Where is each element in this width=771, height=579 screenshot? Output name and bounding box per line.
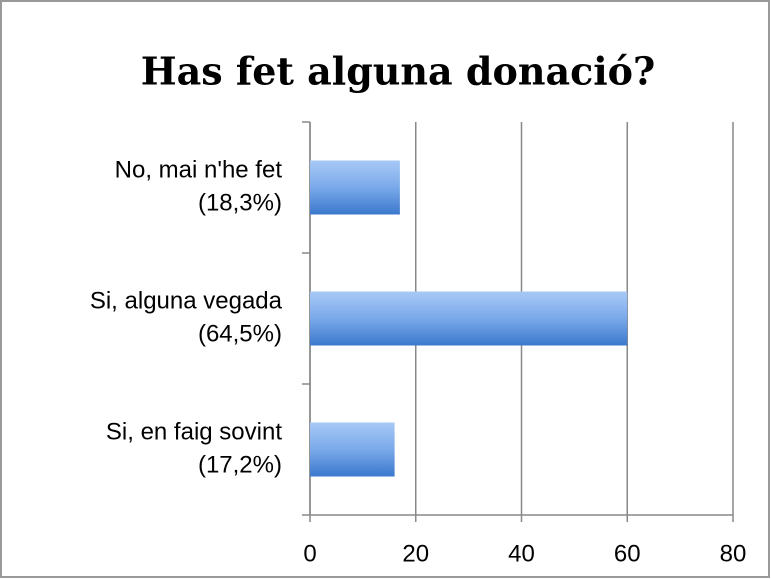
y-tick-label: Si, en faig sovint <box>106 418 282 445</box>
y-tick-label: (64,5%) <box>198 320 282 347</box>
y-tick-label: (18,3%) <box>198 189 282 216</box>
y-tick-label: Si, alguna vegada <box>90 287 283 314</box>
x-tick-label: 0 <box>303 540 316 567</box>
bar <box>310 422 395 477</box>
bar <box>310 291 628 346</box>
x-tick-label: 80 <box>720 540 747 567</box>
bar <box>310 160 400 215</box>
y-tick-label: No, mai n'he fet <box>115 156 283 183</box>
x-tick-label: 20 <box>402 540 429 567</box>
chart-title: Has fet alguna donació? <box>141 49 656 94</box>
x-tick-label: 60 <box>614 540 641 567</box>
x-tick-label: 40 <box>508 540 535 567</box>
y-tick-label: (17,2%) <box>198 451 282 478</box>
